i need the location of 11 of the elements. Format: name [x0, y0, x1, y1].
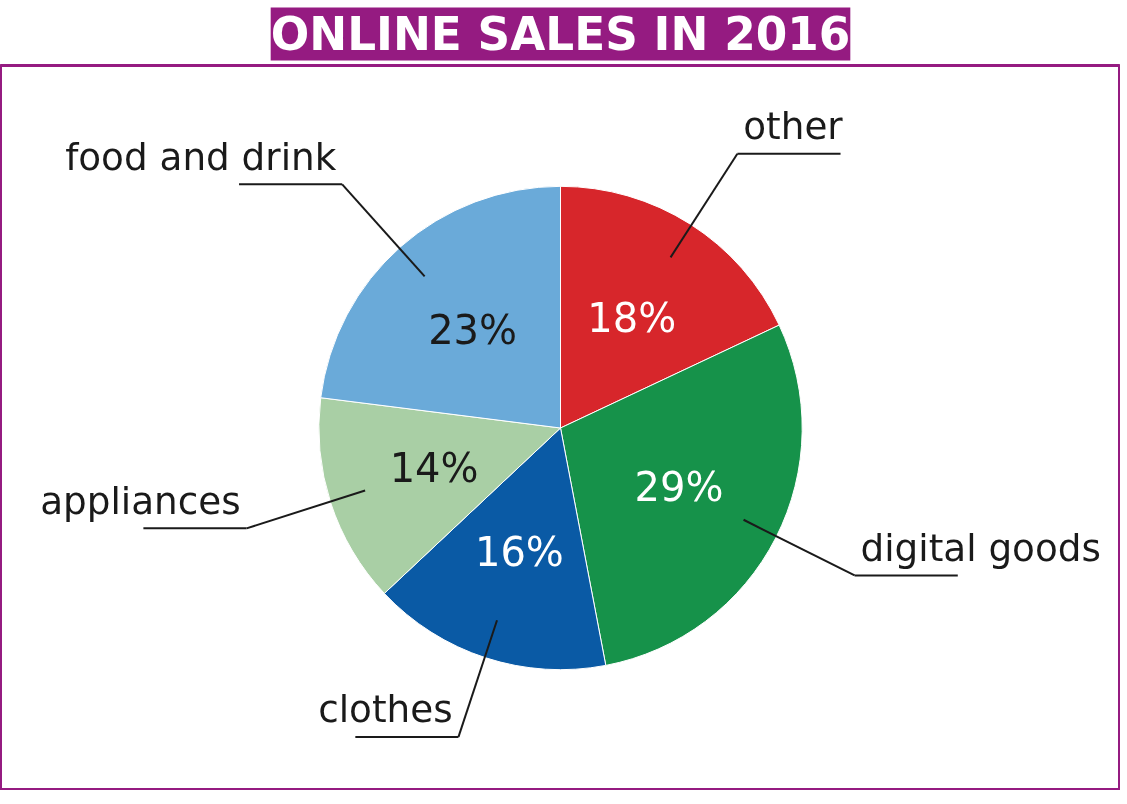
slice-label: clothes: [318, 687, 453, 732]
slice-label: other: [743, 103, 844, 148]
data-label: 29%: [634, 464, 724, 511]
slice-label: digital goods: [860, 525, 1101, 570]
slice-label: food and drink: [65, 134, 337, 179]
data-label: 18%: [587, 294, 677, 341]
data-label: 14%: [389, 445, 479, 492]
chart-title: ONLINE SALES IN 2016: [270, 7, 851, 61]
data-label: 16%: [474, 529, 564, 576]
data-label: 23%: [428, 306, 518, 353]
slice-label: appliances: [40, 478, 241, 523]
